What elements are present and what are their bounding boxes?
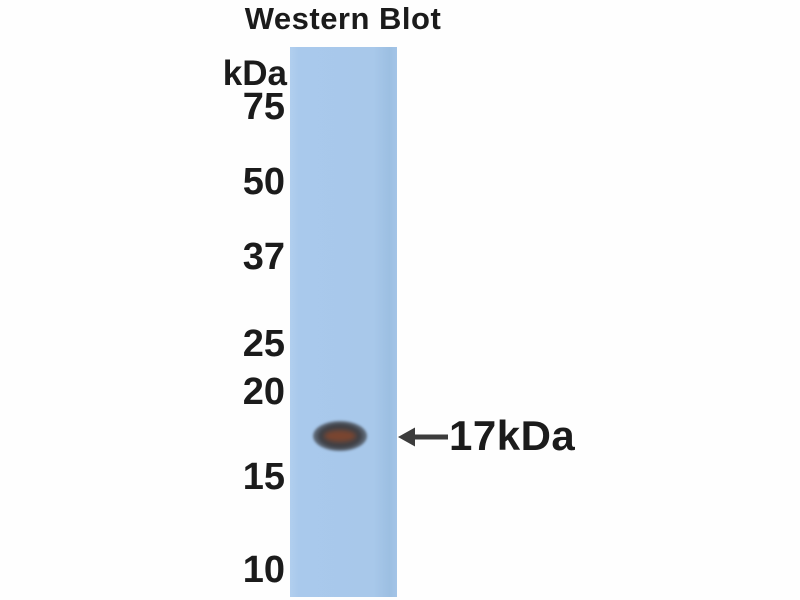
ladder-marker-37: 37 <box>242 236 285 278</box>
ladder-marker-15: 15 <box>242 456 285 498</box>
gel-lane <box>290 47 397 597</box>
band-annotation-label: 17kDa <box>449 412 576 459</box>
ladder-marker-10: 10 <box>242 549 285 591</box>
ladder-marker-75: 75 <box>242 86 285 128</box>
ladder-marker-20: 20 <box>242 371 285 413</box>
figure-title: Western Blot <box>244 1 442 36</box>
protein-band-core <box>324 430 356 442</box>
kda-unit-label: kDa <box>222 54 287 93</box>
left-arrow-icon <box>398 427 448 447</box>
ladder-marker-25: 25 <box>242 323 285 365</box>
protein-band <box>313 421 367 451</box>
ladder-marker-50: 50 <box>242 161 285 203</box>
